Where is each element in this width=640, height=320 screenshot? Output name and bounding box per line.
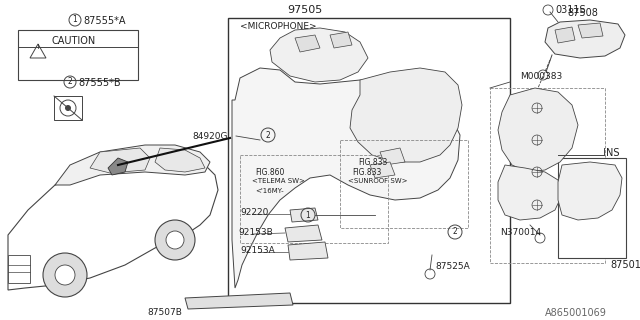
Bar — [340, 140, 468, 228]
Polygon shape — [290, 208, 318, 222]
Text: 87508: 87508 — [568, 8, 598, 18]
Text: 1: 1 — [306, 211, 310, 220]
Polygon shape — [558, 162, 622, 220]
Bar — [228, 18, 510, 303]
Text: 87555*B: 87555*B — [78, 78, 120, 88]
Text: 2: 2 — [266, 131, 270, 140]
Text: 97505: 97505 — [287, 5, 323, 15]
Polygon shape — [108, 158, 128, 175]
Polygon shape — [380, 148, 405, 165]
Text: <SUNROOF SW>: <SUNROOF SW> — [348, 178, 408, 184]
Polygon shape — [498, 165, 562, 220]
Polygon shape — [55, 145, 210, 185]
Circle shape — [43, 253, 87, 297]
Text: 87555*A: 87555*A — [83, 16, 125, 26]
Text: 2: 2 — [68, 77, 72, 86]
Circle shape — [166, 231, 184, 249]
Polygon shape — [185, 293, 293, 309]
Polygon shape — [578, 23, 603, 38]
Text: 1: 1 — [72, 15, 77, 25]
Bar — [558, 158, 626, 258]
Polygon shape — [350, 68, 462, 162]
Circle shape — [65, 105, 71, 111]
Text: 84920G: 84920G — [193, 132, 228, 141]
Text: 0311S: 0311S — [555, 5, 586, 15]
Text: 87507B: 87507B — [147, 308, 182, 317]
Bar — [8, 255, 30, 283]
Polygon shape — [330, 32, 352, 48]
Text: <'16MY-: <'16MY- — [255, 188, 284, 194]
Text: M000383: M000383 — [520, 72, 563, 81]
Circle shape — [55, 265, 75, 285]
Text: 87501: 87501 — [610, 260, 640, 270]
Bar — [18, 30, 138, 80]
Polygon shape — [288, 242, 328, 260]
Text: 92153A: 92153A — [240, 246, 275, 255]
Circle shape — [155, 220, 195, 260]
Text: !: ! — [36, 44, 40, 50]
Bar — [54, 96, 82, 120]
Text: FIG.860: FIG.860 — [255, 168, 284, 177]
Polygon shape — [545, 20, 625, 58]
Text: A865001069: A865001069 — [545, 308, 607, 318]
Text: <MICROPHONE>: <MICROPHONE> — [240, 22, 317, 31]
Bar — [240, 155, 388, 243]
Text: FIG.833: FIG.833 — [358, 158, 387, 167]
Text: N370014: N370014 — [500, 228, 541, 237]
Text: 87525A: 87525A — [435, 262, 470, 271]
Text: NS: NS — [606, 148, 620, 158]
Polygon shape — [232, 68, 460, 288]
Polygon shape — [155, 148, 205, 172]
Text: 92220: 92220 — [240, 208, 268, 217]
Polygon shape — [285, 225, 322, 242]
Text: FIG.833: FIG.833 — [352, 168, 381, 177]
Text: 92153B: 92153B — [238, 228, 273, 237]
Polygon shape — [90, 148, 150, 173]
Bar — [490, 88, 605, 263]
Text: CAUTION: CAUTION — [52, 36, 96, 46]
Polygon shape — [270, 28, 368, 82]
Polygon shape — [498, 88, 578, 172]
Polygon shape — [295, 35, 320, 52]
Text: 2: 2 — [452, 228, 458, 236]
Polygon shape — [555, 27, 575, 43]
Polygon shape — [8, 158, 218, 290]
Polygon shape — [370, 162, 395, 178]
Text: <TELEMA SW>: <TELEMA SW> — [252, 178, 305, 184]
